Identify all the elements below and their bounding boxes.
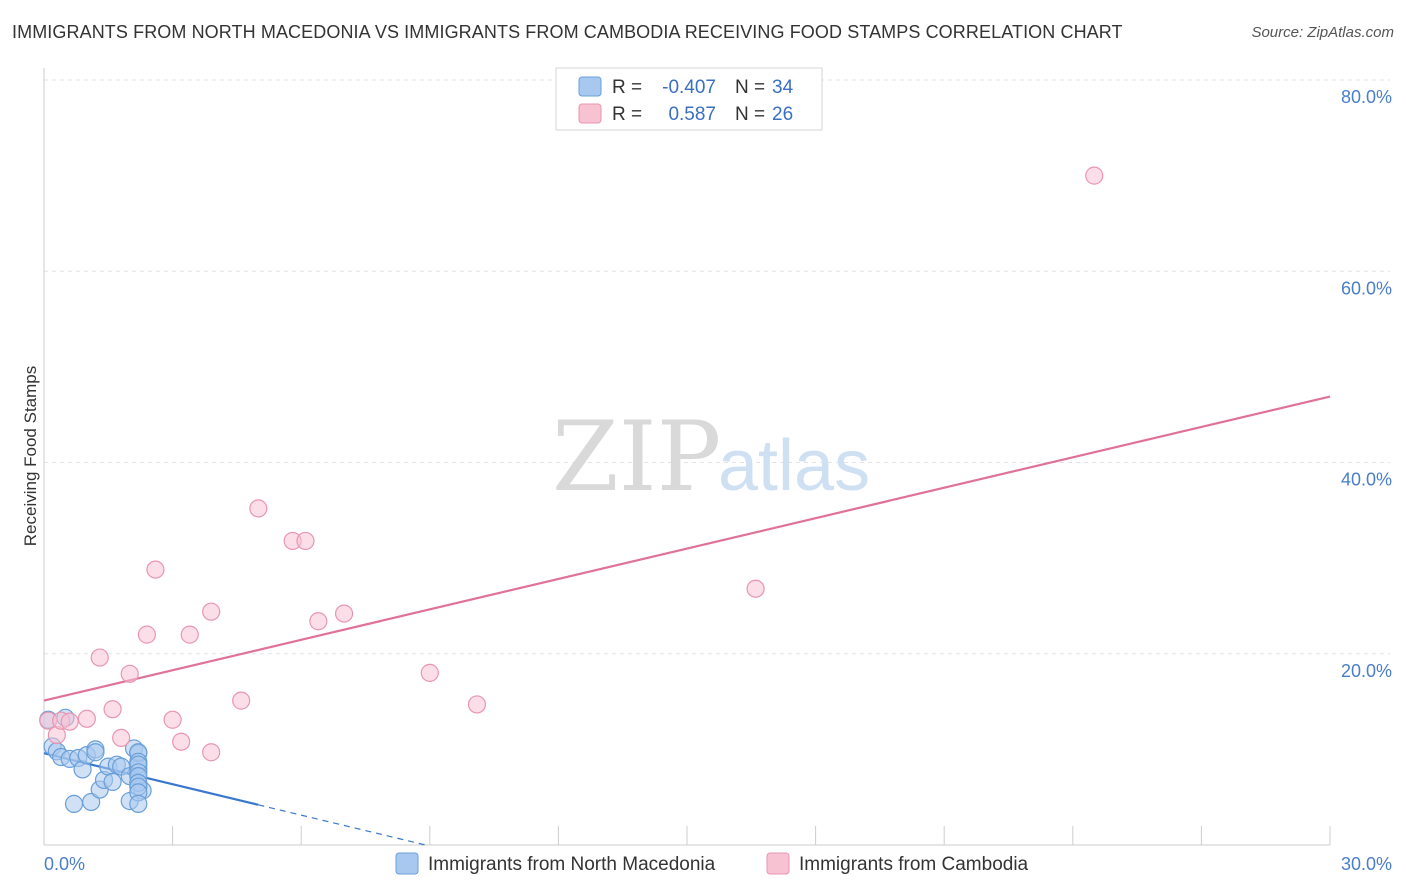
data-point-series-0 — [129, 794, 148, 813]
data-point-series-1 — [309, 612, 328, 631]
data-point-series-1 — [172, 732, 191, 751]
data-point-series-1 — [202, 602, 221, 621]
legend-label-cambodia: Immigrants from Cambodia — [799, 854, 1029, 875]
data-point-series-1 — [77, 709, 96, 728]
legend-swatch-cambodia — [766, 852, 790, 875]
watermark: ZIP atlas — [552, 401, 870, 513]
watermark-zip: ZIP — [552, 401, 721, 513]
legend-swatch-north-macedonia — [395, 852, 419, 875]
data-point-series-0 — [82, 792, 101, 812]
stats-n-value: 26 — [772, 104, 793, 125]
data-point-series-1 — [112, 728, 131, 748]
data-point-series-1 — [296, 531, 315, 551]
data-point-series-1 — [334, 604, 354, 623]
trend-line-series-1 — [43, 395, 1331, 702]
y-tick-label: 40.0% — [1341, 470, 1392, 490]
stats-r-label: R = — [612, 104, 642, 125]
data-point-series-1 — [137, 625, 156, 644]
data-point-series-1 — [1085, 166, 1104, 185]
data-point-series-1 — [249, 499, 268, 518]
data-point-series-1 — [202, 743, 221, 762]
y-axis-label: Receiving Food Stamps — [21, 366, 40, 546]
data-point-series-0 — [103, 772, 122, 791]
data-point-series-1 — [146, 560, 165, 579]
series-legend: Immigrants from North Macedonia Immigran… — [395, 852, 1029, 875]
data-point-series-1 — [420, 663, 439, 682]
data-point-series-0 — [64, 794, 84, 813]
x-tick-label: 30.0% — [1341, 854, 1392, 874]
data-points — [39, 166, 1104, 813]
stats-legend-box: R = -0.407 N = 34 R = 0.587 N = 26 — [555, 67, 823, 131]
stats-n-value: 34 — [772, 77, 794, 98]
data-point-series-1 — [163, 710, 182, 729]
data-point-series-1 — [180, 625, 199, 644]
watermark-atlas: atlas — [718, 426, 870, 506]
data-point-series-1 — [232, 691, 251, 710]
data-point-series-0 — [86, 743, 105, 762]
data-point-series-1 — [90, 648, 109, 667]
y-tick-label: 20.0% — [1341, 661, 1392, 681]
y-tick-label: 80.0% — [1341, 87, 1392, 107]
grid-lines — [44, 79, 1390, 655]
stats-r-label: R = — [612, 77, 642, 98]
legend-label-north-macedonia: Immigrants from North Macedonia — [428, 854, 716, 875]
data-point-series-1 — [746, 579, 765, 598]
chart-title: IMMIGRANTS FROM NORTH MACEDONIA VS IMMIG… — [12, 22, 1123, 42]
y-tick-label: 60.0% — [1341, 278, 1392, 298]
source-credit: Source: ZipAtlas.com — [1251, 24, 1394, 41]
x-tick-label: 0.0% — [44, 854, 85, 874]
y-tick-labels: 20.0% 40.0% 60.0% 80.0% — [1341, 87, 1392, 681]
axes — [43, 68, 1331, 846]
stats-swatch-north-macedonia — [578, 76, 602, 97]
stats-n-label: N = — [735, 77, 765, 98]
data-point-series-1 — [103, 700, 122, 719]
stats-n-label: N = — [735, 104, 765, 125]
stats-swatch-cambodia — [578, 103, 602, 124]
data-point-series-1 — [60, 712, 79, 731]
stats-r-value: 0.587 — [668, 104, 716, 125]
stats-r-value: -0.407 — [662, 77, 716, 98]
x-tick-labels: 0.0% 30.0% — [44, 854, 1392, 874]
data-point-series-1 — [120, 664, 139, 683]
trend-line-extension-series-0 — [258, 804, 426, 846]
data-point-series-1 — [467, 695, 487, 714]
